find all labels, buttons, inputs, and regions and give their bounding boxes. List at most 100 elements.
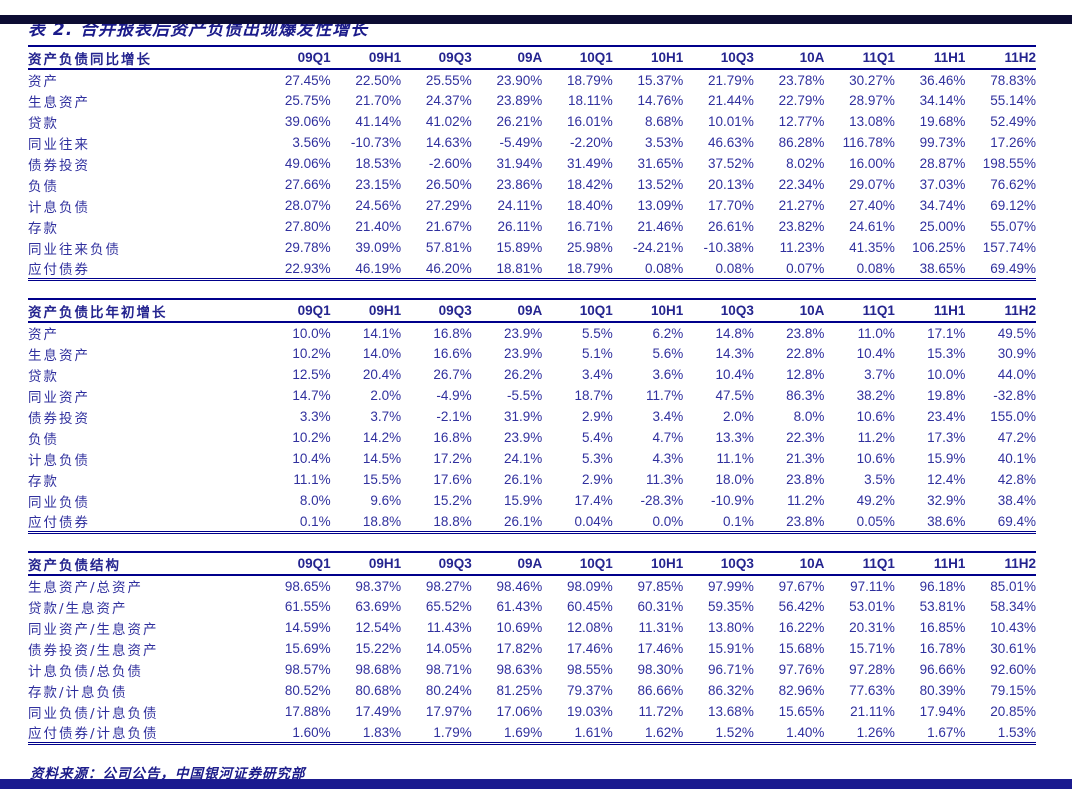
cell-value: 49.5%	[997, 325, 1036, 341]
cell-value: 1.79%	[433, 724, 472, 740]
cell-value: 0.1%	[723, 513, 754, 529]
column-header: 11H1	[933, 50, 966, 65]
cell-value: 1.69%	[503, 724, 543, 740]
cell-value: 80.24%	[425, 683, 472, 698]
cell-value: 13.3%	[715, 430, 754, 445]
cell-value: 18.79%	[566, 72, 613, 88]
cell-value: 30.9%	[997, 346, 1036, 361]
cell-value: 86.32%	[708, 683, 754, 698]
row-label: 同业资产	[28, 389, 90, 406]
column-header: 10A	[799, 303, 825, 318]
cell-value: 37.52%	[708, 156, 754, 171]
cell-value: 15.9%	[927, 451, 966, 466]
cell-value: 157.74%	[982, 240, 1036, 255]
cell-value: 14.3%	[715, 346, 754, 361]
cell-value: 26.11%	[497, 219, 543, 234]
cell-value: 198.55%	[982, 156, 1036, 171]
cell-value: 39.09%	[355, 240, 402, 255]
cell-value: 53.81%	[919, 599, 966, 614]
cell-value: 1.52%	[715, 724, 754, 740]
cell-value: 10.01%	[708, 114, 754, 129]
cell-value: 11.23%	[779, 240, 825, 255]
column-header: 11H2	[1004, 50, 1036, 65]
cell-value: -10.9%	[711, 493, 754, 508]
table-title: 资产负债比年初增长	[28, 304, 168, 321]
row-label: 同业往来	[28, 136, 90, 153]
cell-value: 78.83%	[990, 72, 1036, 88]
cell-value: 98.65%	[284, 578, 331, 594]
cell-value: 26.1%	[503, 513, 543, 529]
cell-value: -2.60%	[428, 156, 472, 171]
cell-value: 96.66%	[919, 662, 966, 677]
cell-value: 22.8%	[786, 346, 825, 361]
data-table-2: 资产负债比年初增长 09Q1 09H1 09Q3 09A 10Q1 10H1 10Q3 10A 1…	[28, 298, 1036, 534]
cell-value: 14.76%	[637, 93, 684, 108]
cell-value: 61.55%	[284, 599, 331, 614]
cell-value: 15.37%	[637, 72, 684, 88]
row-label: 负债	[28, 431, 59, 448]
cell-value: 47.5%	[715, 388, 754, 403]
cell-value: 10.0%	[292, 325, 331, 341]
cell-value: 98.09%	[566, 578, 613, 594]
cell-value: 18.53%	[355, 156, 402, 171]
cell-value: 19.68%	[919, 114, 966, 129]
cell-value: 30.61%	[990, 641, 1036, 656]
cell-value: 10.2%	[292, 430, 331, 445]
cell-value: 31.9%	[503, 409, 543, 424]
cell-value: 0.08%	[856, 260, 895, 276]
cell-value: 16.01%	[566, 114, 613, 129]
row-label: 资产	[28, 74, 59, 90]
cell-value: 15.9%	[503, 493, 543, 508]
cell-value: 12.5%	[292, 367, 331, 382]
cell-value: 17.46%	[637, 641, 684, 656]
cell-value: 86.3%	[786, 388, 825, 403]
column-header: 10H1	[651, 50, 684, 65]
row-label: 计息负债/总负债	[28, 663, 144, 680]
table-title: 资产负债同比增长	[28, 51, 152, 68]
cell-value: 29.78%	[284, 240, 331, 255]
cell-value: 3.5%	[864, 472, 895, 487]
cell-value: 28.07%	[284, 198, 331, 213]
cell-value: 24.61%	[849, 219, 895, 234]
cell-value: 27.66%	[284, 177, 331, 192]
row-label: 同业负债/计息负债	[28, 705, 159, 722]
cell-value: 98.57%	[284, 662, 331, 677]
cell-value: 28.97%	[849, 93, 895, 108]
cell-value: 23.82%	[778, 219, 825, 234]
cell-value: 18.8%	[362, 513, 402, 529]
cell-value: 16.71%	[566, 219, 613, 234]
cell-value: 11.2%	[857, 430, 895, 445]
cell-value: 21.40%	[355, 219, 402, 234]
cell-value: -2.20%	[569, 135, 613, 150]
tables-container: 资产负债同比增长 09Q1 09H1 09Q3 09A 10Q1 10H1 10Q3 10A 11…	[28, 45, 1036, 745]
table-row: 应付债券/计息负债 1.60% 1.83% 1.79% 1.69% 1.61% 1.62% 1…	[28, 722, 1036, 744]
cell-value: 18.40%	[566, 198, 613, 213]
cell-value: 11.0%	[857, 325, 895, 341]
cell-value: 92.60%	[990, 662, 1036, 677]
cell-value: 10.43%	[990, 620, 1036, 635]
table-row: 计息负债 28.07% 24.56% 27.29% 24.11% 18.40% 13.09%…	[28, 195, 1036, 216]
cell-value: 13.80%	[708, 620, 754, 635]
cell-value: 5.4%	[581, 430, 613, 445]
cell-value: 38.6%	[927, 513, 966, 529]
cell-value: 44.0%	[997, 367, 1036, 382]
cell-value: 1.61%	[574, 724, 613, 740]
row-label: 存款/计息负债	[28, 684, 128, 701]
cell-value: 37.03%	[919, 177, 966, 192]
cell-value: 25.98%	[566, 240, 613, 255]
row-label: 同业负债	[28, 494, 90, 511]
cell-value: 3.53%	[645, 135, 684, 150]
cell-value: 86.66%	[637, 683, 684, 698]
cell-value: 17.46%	[566, 641, 613, 656]
cell-value: 16.78%	[919, 641, 966, 656]
column-header: 11Q1	[862, 556, 895, 571]
cell-value: 27.80%	[284, 219, 331, 234]
cell-value: 14.8%	[715, 325, 754, 341]
cell-value: 38.65%	[919, 260, 966, 276]
cell-value: 49.06%	[284, 156, 331, 171]
table-row: 同业负债 8.0% 9.6% 15.2% 15.9% 17.4% -28.3% -10.9% 1…	[28, 490, 1036, 511]
cell-value: 17.4%	[574, 493, 613, 508]
cell-value: 11.43%	[426, 620, 472, 635]
cell-value: 10.6%	[856, 451, 895, 466]
table-row: 贷款 12.5% 20.4% 26.7% 26.2% 3.4% 3.6% 10.4% 12.8%…	[28, 364, 1036, 385]
